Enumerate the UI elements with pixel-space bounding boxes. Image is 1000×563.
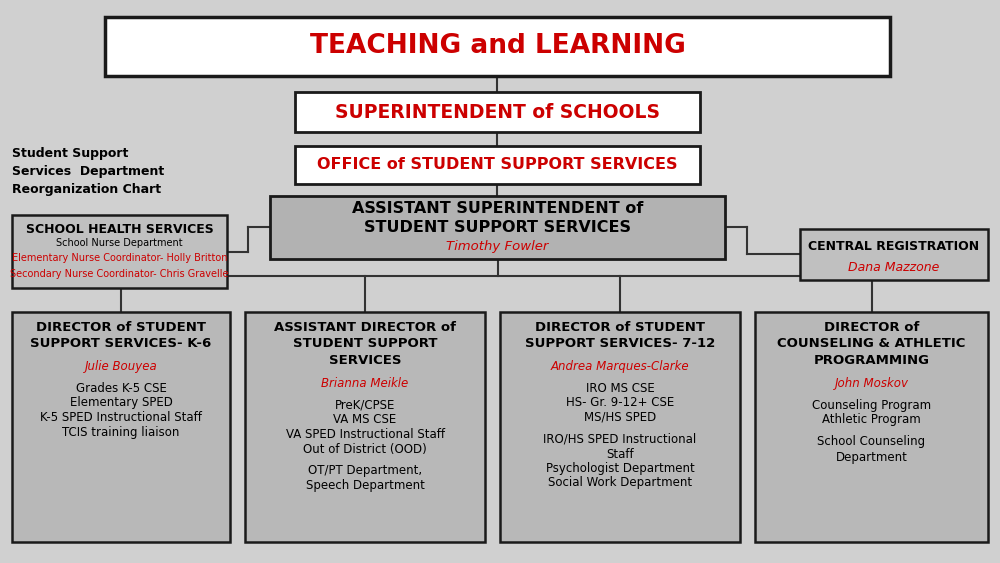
Text: SUPERINTENDENT of SCHOOLS: SUPERINTENDENT of SCHOOLS [335, 102, 660, 122]
Text: ASSISTANT SUPERINTENDENT of
STUDENT SUPPORT SERVICES: ASSISTANT SUPERINTENDENT of STUDENT SUPP… [352, 200, 643, 235]
Text: OFFICE of STUDENT SUPPORT SERVICES: OFFICE of STUDENT SUPPORT SERVICES [317, 158, 678, 172]
Text: Dana Mazzone: Dana Mazzone [848, 261, 940, 274]
Text: Student Support
Services  Department
Reorganization Chart: Student Support Services Department Reor… [12, 147, 164, 196]
Text: TEACHING and LEARNING: TEACHING and LEARNING [310, 33, 685, 60]
Text: Elementary SPED: Elementary SPED [70, 396, 172, 409]
Text: CENTRAL REGISTRATION: CENTRAL REGISTRATION [808, 240, 980, 253]
Text: Psychologist Department: Psychologist Department [546, 462, 694, 475]
Text: ASSISTANT DIRECTOR of
STUDENT SUPPORT
SERVICES: ASSISTANT DIRECTOR of STUDENT SUPPORT SE… [274, 321, 456, 367]
Text: PreK/CPSE: PreK/CPSE [335, 399, 395, 412]
Text: Timothy Fowler: Timothy Fowler [446, 240, 549, 253]
Text: Elementary Nurse Coordinator- Holly Britton: Elementary Nurse Coordinator- Holly Brit… [12, 253, 227, 263]
Text: VA MS CSE: VA MS CSE [333, 413, 397, 426]
FancyBboxPatch shape [105, 17, 890, 76]
Text: OT/PT Department,: OT/PT Department, [308, 464, 422, 477]
FancyBboxPatch shape [295, 92, 700, 132]
Text: VA SPED Instructional Staff: VA SPED Instructional Staff [286, 428, 444, 441]
Text: Brianna Meikle: Brianna Meikle [321, 377, 409, 390]
Text: K-5 SPED Instructional Staff: K-5 SPED Instructional Staff [40, 411, 202, 424]
Text: School Nurse Department: School Nurse Department [56, 238, 183, 248]
Text: IRO MS CSE: IRO MS CSE [586, 382, 654, 395]
Text: SCHOOL HEALTH SERVICES: SCHOOL HEALTH SERVICES [26, 223, 213, 236]
Text: Andrea Marques-Clarke: Andrea Marques-Clarke [551, 360, 689, 373]
FancyBboxPatch shape [12, 312, 230, 542]
Text: IRO/HS SPED Instructional
Staff: IRO/HS SPED Instructional Staff [543, 432, 697, 462]
Text: Speech Department: Speech Department [306, 479, 424, 491]
FancyBboxPatch shape [755, 312, 988, 542]
Text: Secondary Nurse Coordinator- Chris Gravelle: Secondary Nurse Coordinator- Chris Grave… [10, 269, 229, 279]
Text: Julie Bouyea: Julie Bouyea [85, 360, 157, 373]
Text: DIRECTOR of STUDENT
SUPPORT SERVICES- K-6: DIRECTOR of STUDENT SUPPORT SERVICES- K-… [30, 321, 212, 350]
FancyBboxPatch shape [270, 196, 725, 259]
Text: John Moskov: John Moskov [834, 377, 908, 390]
Text: Athletic Program: Athletic Program [822, 413, 921, 426]
Text: MS/HS SPED: MS/HS SPED [584, 411, 656, 424]
FancyBboxPatch shape [500, 312, 740, 542]
FancyBboxPatch shape [800, 229, 988, 280]
FancyBboxPatch shape [245, 312, 485, 542]
Text: TCIS training liaison: TCIS training liaison [62, 426, 180, 439]
Text: Out of District (OOD): Out of District (OOD) [303, 443, 427, 455]
Text: School Counseling
Department: School Counseling Department [817, 435, 926, 464]
Text: HS- Gr. 9-12+ CSE: HS- Gr. 9-12+ CSE [566, 396, 674, 409]
Text: Social Work Department: Social Work Department [548, 476, 692, 489]
FancyBboxPatch shape [12, 215, 227, 288]
Text: Grades K-5 CSE: Grades K-5 CSE [76, 382, 166, 395]
FancyBboxPatch shape [295, 146, 700, 184]
Text: DIRECTOR of STUDENT
SUPPORT SERVICES- 7-12: DIRECTOR of STUDENT SUPPORT SERVICES- 7-… [525, 321, 715, 350]
Text: DIRECTOR of
COUNSELING & ATHLETIC
PROGRAMMING: DIRECTOR of COUNSELING & ATHLETIC PROGRA… [777, 321, 966, 367]
Text: Counseling Program: Counseling Program [812, 399, 931, 412]
